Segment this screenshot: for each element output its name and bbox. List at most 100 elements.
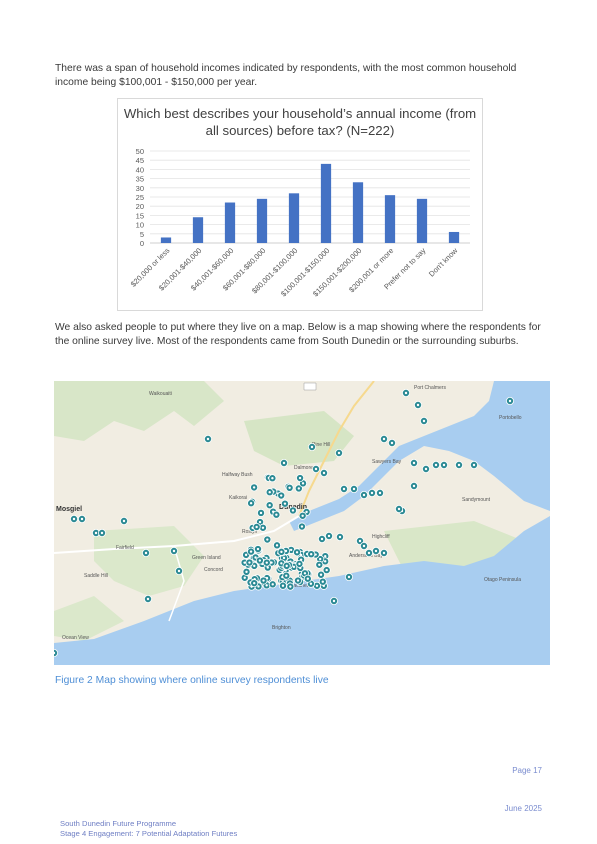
respondent-marker[interactable] [69,514,78,523]
respondent-marker[interactable] [257,508,266,517]
respondent-marker[interactable] [409,459,418,468]
respondent-marker[interactable] [92,528,101,537]
respondent-marker[interactable] [505,396,514,405]
respondent-marker[interactable] [272,510,281,519]
respondent-marker[interactable] [175,566,184,575]
respondent-marker[interactable] [144,594,153,603]
respondent-marker[interactable] [282,571,291,580]
respondent-marker[interactable] [375,489,384,498]
respondent-marker[interactable] [394,505,403,514]
map-place-label: Portobello [499,415,522,421]
respondent-marker[interactable] [379,548,388,557]
respondent-marker[interactable] [419,417,428,426]
respondent-marker[interactable] [98,528,107,537]
bar [384,195,396,243]
respondent-location-map[interactable]: MosgielDunedinSandymountHighcliffPortobe… [54,381,550,665]
respondent-marker[interactable] [364,548,373,557]
respondent-marker[interactable] [413,400,422,409]
respondent-marker[interactable] [469,461,478,470]
respondent-marker[interactable] [253,545,262,554]
respondent-marker[interactable] [371,546,380,555]
respondent-marker[interactable] [454,461,463,470]
respondent-marker[interactable] [311,465,320,474]
respondent-marker[interactable] [170,546,179,555]
respondent-marker[interactable] [303,574,312,583]
respondent-marker[interactable] [294,484,303,493]
respondent-marker[interactable] [315,560,324,569]
y-tick-label: 0 [140,239,144,248]
respondent-marker[interactable] [409,482,418,491]
respondent-marker[interactable] [439,461,448,470]
respondent-marker[interactable] [344,572,353,581]
respondent-marker[interactable] [349,485,358,494]
respondent-marker[interactable] [359,491,368,500]
respondent-marker[interactable] [317,570,326,579]
footer-programme: South Dunedin Future Programme [60,819,177,828]
respondent-marker[interactable] [265,501,274,510]
respondent-marker[interactable] [334,449,343,458]
map-place-label: Green Island [192,555,221,561]
respondent-marker[interactable] [279,459,288,468]
respondent-marker[interactable] [293,576,302,585]
bar [320,163,332,243]
respondent-marker[interactable] [280,499,289,508]
respondent-marker[interactable] [421,465,430,474]
y-tick-label: 40 [136,165,144,174]
respondent-marker[interactable] [431,461,440,470]
respondent-marker[interactable] [250,579,259,588]
respondent-marker[interactable] [268,580,277,589]
respondent-marker[interactable] [387,439,396,448]
respondent-marker[interactable] [293,548,302,557]
respondent-marker[interactable] [245,558,254,567]
respondent-marker[interactable] [278,581,287,590]
respondent-marker[interactable] [277,491,286,500]
respondent-marker[interactable] [252,522,261,531]
map-place-label: Port Chalmers [414,385,446,391]
respondent-marker[interactable] [242,567,251,576]
respondent-marker[interactable] [247,499,256,508]
respondent-marker[interactable] [339,485,348,494]
respondent-marker[interactable] [379,435,388,444]
respondent-marker[interactable] [312,581,321,590]
respondent-marker[interactable] [307,550,316,559]
respondent-marker[interactable] [203,435,212,444]
respondent-marker[interactable] [142,548,151,557]
respondent-marker[interactable] [335,532,344,541]
respondent-marker[interactable] [401,388,410,397]
respondent-marker[interactable] [285,483,294,492]
respondent-marker[interactable] [322,566,331,575]
respondent-marker[interactable] [288,506,297,515]
respondent-marker[interactable] [77,514,86,523]
respondent-marker[interactable] [273,541,282,550]
map-place-label: Mosgiel [56,506,82,513]
respondent-marker[interactable] [296,474,305,483]
respondent-marker[interactable] [250,483,259,492]
respondent-marker[interactable] [259,576,268,585]
respondent-marker[interactable] [307,443,316,452]
respondent-marker[interactable] [54,649,58,657]
respondent-marker[interactable] [262,558,271,567]
respondent-marker[interactable] [359,541,368,550]
respondent-marker[interactable] [120,516,129,525]
respondent-marker[interactable] [297,522,306,531]
respondent-marker[interactable] [329,596,338,605]
respondent-marker[interactable] [295,559,304,568]
map-highway-shield [303,382,317,391]
map-harbour [289,381,550,531]
respondent-marker[interactable] [255,556,264,565]
respondent-marker[interactable] [317,534,326,543]
map-canvas[interactable]: MosgielDunedinSandymountHighcliffPortobe… [54,381,550,665]
respondent-marker[interactable] [298,511,307,520]
bar [224,202,236,243]
respondent-marker[interactable] [319,469,328,478]
respondent-marker[interactable] [268,474,277,483]
respondent-marker[interactable] [367,489,376,498]
respondent-marker[interactable] [318,577,327,586]
respondent-marker[interactable] [247,547,256,556]
respondent-marker[interactable] [324,531,333,540]
respondent-marker[interactable] [277,547,286,556]
respondent-marker[interactable] [265,488,274,497]
respondent-marker[interactable] [282,561,291,570]
respondent-marker[interactable] [286,582,295,591]
respondent-marker[interactable] [263,535,272,544]
